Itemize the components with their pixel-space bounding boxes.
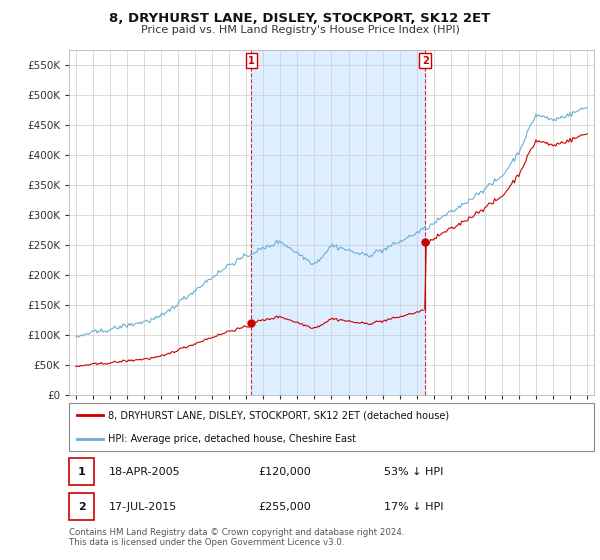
Text: HPI: Average price, detached house, Cheshire East: HPI: Average price, detached house, Ches…: [109, 434, 356, 444]
FancyBboxPatch shape: [69, 493, 94, 520]
Text: 17-JUL-2015: 17-JUL-2015: [109, 502, 176, 512]
Text: 8, DRYHURST LANE, DISLEY, STOCKPORT, SK12 2ET (detached house): 8, DRYHURST LANE, DISLEY, STOCKPORT, SK1…: [109, 410, 449, 420]
Text: 2: 2: [78, 502, 85, 512]
Text: 1: 1: [78, 467, 85, 477]
Text: 2: 2: [422, 56, 428, 66]
Text: £255,000: £255,000: [258, 502, 311, 512]
Text: 1: 1: [248, 56, 255, 66]
Text: Price paid vs. HM Land Registry's House Price Index (HPI): Price paid vs. HM Land Registry's House …: [140, 25, 460, 35]
Text: 8, DRYHURST LANE, DISLEY, STOCKPORT, SK12 2ET: 8, DRYHURST LANE, DISLEY, STOCKPORT, SK1…: [109, 12, 491, 25]
FancyBboxPatch shape: [69, 459, 94, 486]
FancyBboxPatch shape: [69, 403, 594, 451]
Text: 18-APR-2005: 18-APR-2005: [109, 467, 180, 477]
Text: Contains HM Land Registry data © Crown copyright and database right 2024.
This d: Contains HM Land Registry data © Crown c…: [69, 528, 404, 547]
Text: £120,000: £120,000: [258, 467, 311, 477]
Bar: [251, 50, 425, 395]
Text: 17% ↓ HPI: 17% ↓ HPI: [384, 502, 443, 512]
Text: 53% ↓ HPI: 53% ↓ HPI: [384, 467, 443, 477]
